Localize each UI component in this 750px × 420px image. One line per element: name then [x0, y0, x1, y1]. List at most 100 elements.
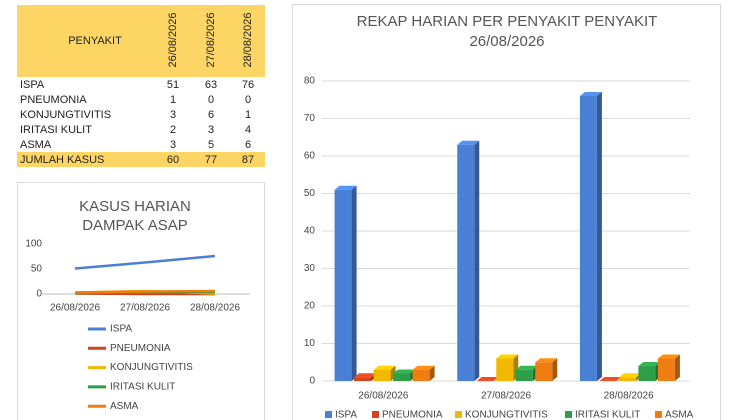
bar-side	[429, 365, 435, 381]
bar-top	[515, 365, 538, 370]
table-cell: 4	[245, 124, 251, 136]
bar-top	[373, 365, 396, 370]
legend-label: IRITASI KULIT	[575, 410, 640, 420]
table-header: PENYAKIT	[68, 35, 122, 47]
table-cell: 6	[208, 109, 214, 121]
bar-side	[474, 140, 480, 381]
bar	[373, 369, 391, 381]
table-cell: 0	[208, 94, 214, 106]
table-header-bg	[17, 5, 265, 77]
legend-label: KONJUNGTIVITIS	[110, 362, 193, 373]
table-cell: 0	[245, 94, 251, 106]
x-tick-label: 26/08/2026	[358, 391, 408, 402]
bar	[393, 373, 411, 381]
bar-top	[618, 373, 641, 378]
chart-subtitle: 26/08/2026	[469, 33, 544, 50]
legend-label: PNEUMONIA	[110, 343, 171, 354]
legend-label: ASMA	[665, 410, 694, 420]
y-tick-label: 70	[304, 113, 316, 124]
y-tick-label: 0	[309, 376, 315, 387]
table-cell: 76	[242, 79, 254, 91]
bar-side	[674, 354, 680, 381]
series-line	[74, 254, 216, 270]
bar-top	[354, 373, 377, 378]
bar	[638, 366, 656, 381]
y-tick-label: 10	[304, 338, 316, 349]
bar	[535, 362, 553, 381]
table-cell: 3	[170, 139, 176, 151]
line-chart-box	[17, 182, 265, 420]
table-cell: 3	[208, 124, 214, 136]
bar	[496, 358, 514, 381]
table-cell: 2	[170, 124, 176, 136]
bar-side	[596, 92, 602, 381]
chart-subtitle: DAMPAK ASAP	[82, 217, 188, 234]
table-cell: PNEUMONIA	[20, 94, 87, 106]
table-cell: 77	[205, 154, 217, 166]
bar	[457, 144, 475, 381]
x-tick-label: 27/08/2026	[120, 303, 170, 314]
bar-chart-box	[292, 4, 721, 420]
x-tick-label: 26/08/2026	[50, 303, 100, 314]
bar-top	[393, 369, 416, 374]
bar-top	[599, 377, 622, 381]
table-cell: 5	[208, 139, 214, 151]
bar	[515, 369, 533, 381]
legend-label: ASMA	[110, 401, 139, 412]
legend-swatch	[372, 411, 379, 418]
table-header: 28/08/2026	[242, 12, 254, 67]
x-tick-label: 28/08/2026	[604, 391, 654, 402]
bar-top	[579, 92, 602, 96]
y-tick-label: 0	[36, 289, 42, 300]
bar	[579, 96, 597, 381]
bar	[334, 189, 352, 381]
x-tick-label: 28/08/2026	[190, 303, 240, 314]
table-cell: 6	[245, 139, 251, 151]
bar	[618, 377, 636, 381]
bar-side	[552, 358, 558, 381]
chart-title: REKAP HARIAN PER PENYAKIT PENYAKIT	[357, 13, 658, 30]
table-header: 26/08/2026	[167, 12, 179, 67]
legend-label: PNEUMONIA	[382, 410, 443, 420]
total-row-bg	[17, 152, 265, 167]
bar-side	[351, 185, 357, 381]
y-tick-label: 40	[304, 226, 316, 237]
table-cell: 87	[242, 154, 254, 166]
table-header: 27/08/2026	[205, 12, 217, 67]
bar	[354, 377, 372, 381]
bar-top	[638, 362, 661, 366]
table-cell: ASMA	[20, 139, 52, 151]
bar-top	[457, 140, 480, 145]
legend-label: IRITASI KULIT	[110, 382, 175, 393]
table-cell: ISPA	[20, 79, 45, 91]
table-cell: 63	[205, 79, 217, 91]
y-tick-label: 50	[31, 264, 43, 275]
bar-top	[334, 185, 357, 190]
series-line	[74, 289, 216, 294]
y-tick-label: 100	[25, 239, 42, 250]
bar	[657, 358, 675, 381]
x-tick-label: 27/08/2026	[481, 391, 531, 402]
y-tick-label: 20	[304, 301, 316, 312]
bar-top	[496, 354, 519, 359]
y-tick-label: 60	[304, 151, 316, 162]
legend-swatch	[455, 411, 462, 418]
y-tick-label: 50	[304, 188, 316, 199]
bar-top	[535, 358, 558, 363]
legend-swatch	[655, 411, 662, 418]
table-cell: 1	[245, 109, 251, 121]
table-cell: 60	[167, 154, 179, 166]
bar-top	[412, 365, 435, 370]
table-cell: 51	[167, 79, 179, 91]
table-cell: JUMLAH KASUS	[20, 154, 104, 166]
legend-label: KONJUNGTIVITIS	[465, 410, 548, 420]
y-tick-label: 80	[304, 76, 316, 87]
bar	[412, 369, 430, 381]
chart-title: KASUS HARIAN	[79, 198, 191, 215]
legend-swatch	[325, 411, 332, 418]
table-cell: 1	[170, 94, 176, 106]
table-cell: IRITASI KULIT	[20, 124, 92, 136]
legend-label: ISPA	[335, 410, 357, 420]
